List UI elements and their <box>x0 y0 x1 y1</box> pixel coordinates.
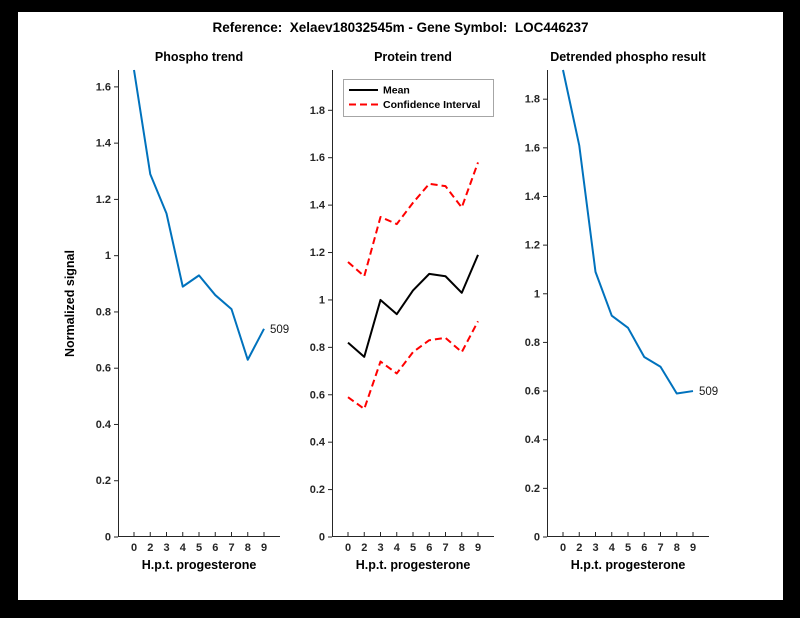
y-tick-label: 0.4 <box>96 419 112 431</box>
legend: Mean Confidence Interval <box>343 79 494 117</box>
legend-box <box>343 79 494 117</box>
x-tick-label: 7 <box>228 542 234 554</box>
y-tick-label: 0.6 <box>525 386 540 398</box>
figure-title: Reference: Xelaev18032545m - Gene Symbol… <box>212 20 589 35</box>
x-axis-label: H.p.t. progesterone <box>356 558 471 572</box>
y-tick-label: 1 <box>319 294 325 306</box>
x-tick-label: 0 <box>131 542 137 554</box>
subplot-detrended-phospho: 0 0.2 0.4 0.6 0.8 1 1.2 1.4 1.6 1.8 0 2 3 4 5 6 7 8 9 Detre… <box>525 50 718 572</box>
x-axis-label: H.p.t. progesterone <box>142 558 257 572</box>
y-tick-label: 0.2 <box>525 483 540 495</box>
x-tick-label: 8 <box>245 542 251 554</box>
y-tick-label: 1.8 <box>310 105 325 117</box>
y-tick-label: 1.4 <box>96 138 112 150</box>
series-end-label: 509 <box>270 324 289 336</box>
y-tick-label: 1.2 <box>96 194 111 206</box>
subplot-phospho-trend: 0 0.2 0.4 0.6 0.8 1 1.2 1.4 1.6 0 2 3 4 5 6 7 8 9 Phospho … <box>63 50 289 572</box>
x-tick-label: 8 <box>674 542 680 554</box>
x-tick-label: 3 <box>592 542 598 554</box>
series-line <box>347 162 479 278</box>
y-tick-label: 1.2 <box>310 247 325 259</box>
x-tick-label: 8 <box>459 542 465 554</box>
y-tick-label: 0.8 <box>96 306 111 318</box>
y-tick-label: 0.2 <box>96 475 111 487</box>
x-axis-label: H.p.t. progesterone <box>571 558 686 572</box>
x-tick-label: 2 <box>147 542 153 554</box>
x-tick-label: 2 <box>576 542 582 554</box>
y-tick-label: 1.6 <box>96 81 111 93</box>
x-tick-label: 5 <box>196 542 202 554</box>
y-tick-label: 1.4 <box>525 191 541 203</box>
x-tick-label: 3 <box>163 542 169 554</box>
x-tick-label: 5 <box>625 542 631 554</box>
x-tick-label: 6 <box>641 542 647 554</box>
y-tick-label: 0 <box>534 532 540 544</box>
series-end-label: 509 <box>699 386 718 398</box>
subplot-protein-trend: 0 0.2 0.4 0.6 0.8 1 1.2 1.4 1.6 1.8 0 2 3 4 5 6 7 8 9 Prote… <box>310 50 494 572</box>
y-axis-label: Normalized signal <box>63 250 77 357</box>
axes-title: Phospho trend <box>155 50 243 64</box>
legend-entry-label: Confidence Interval <box>383 99 481 111</box>
x-tick-label: 2 <box>361 542 367 554</box>
y-tick-label: 0.4 <box>525 434 541 446</box>
x-tick-label: 7 <box>657 542 663 554</box>
x-tick-label: 9 <box>475 542 481 554</box>
y-tick-label: 0.4 <box>310 437 326 449</box>
y-tick-label: 0.2 <box>310 484 325 496</box>
x-tick-label: 3 <box>377 542 383 554</box>
x-tick-label: 6 <box>426 542 432 554</box>
y-tick-label: 1 <box>105 250 111 262</box>
chart-svg: 00.20.40.60.811.21.41.61.80 2 3 4 5 6 7 8 9Detre… <box>525 50 718 572</box>
x-tick-label: 4 <box>609 542 616 554</box>
axes-title: Detrended phospho result <box>550 50 706 64</box>
y-tick-label: 1.6 <box>310 152 325 164</box>
series-line <box>133 69 265 361</box>
axes-title: Protein trend <box>374 50 452 64</box>
y-tick-label: 1 <box>534 288 540 300</box>
chart-svg: 00.20.40.60.811.21.41.60 2 3 4 5 6 7 8 9Phospho … <box>63 50 289 572</box>
y-tick-label: 0 <box>105 532 111 544</box>
legend-entry-label: Mean <box>383 85 410 97</box>
series-line <box>347 320 479 410</box>
y-tick-label: 0 <box>319 532 325 544</box>
y-tick-label: 0.8 <box>525 337 540 349</box>
figure-canvas: Reference: Xelaev18032545m - Gene Symbol… <box>18 12 783 600</box>
x-tick-label: 4 <box>394 542 401 554</box>
x-tick-label: 9 <box>690 542 696 554</box>
y-tick-label: 0.6 <box>96 363 111 375</box>
chart-svg: 00.20.40.60.811.21.41.61.80 2 3 4 5 6 7 8 9Prote… <box>310 50 494 572</box>
y-tick-label: 0.8 <box>310 342 325 354</box>
x-tick-label: 5 <box>410 542 416 554</box>
x-tick-label: 9 <box>261 542 267 554</box>
series-line <box>347 254 479 358</box>
x-tick-label: 6 <box>212 542 218 554</box>
x-tick-label: 0 <box>345 542 351 554</box>
y-tick-label: 1.2 <box>525 240 540 252</box>
y-tick-label: 1.6 <box>525 142 540 154</box>
x-tick-label: 4 <box>180 542 187 554</box>
series-line <box>562 69 694 395</box>
y-tick-label: 1.8 <box>525 94 540 106</box>
y-tick-label: 1.4 <box>310 200 326 212</box>
y-tick-label: 0.6 <box>310 389 325 401</box>
x-tick-label: 0 <box>560 542 566 554</box>
x-tick-label: 7 <box>442 542 448 554</box>
